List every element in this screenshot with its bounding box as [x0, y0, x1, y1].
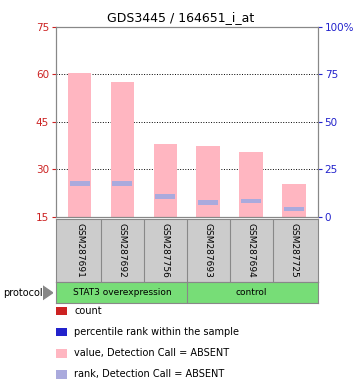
Polygon shape [43, 286, 53, 300]
Text: rank, Detection Call = ABSENT: rank, Detection Call = ABSENT [74, 369, 224, 379]
Text: STAT3 overexpression: STAT3 overexpression [73, 288, 172, 297]
Text: control: control [235, 288, 267, 297]
Text: GSM287691: GSM287691 [75, 223, 84, 278]
Bar [112, 181, 132, 186]
Text: GSM287694: GSM287694 [247, 223, 256, 278]
Bar [68, 73, 91, 217]
Text: GSM287725: GSM287725 [290, 223, 299, 278]
Bar [153, 144, 177, 217]
Bar [241, 199, 261, 204]
Text: GSM287692: GSM287692 [118, 223, 127, 278]
Text: GSM287693: GSM287693 [204, 223, 213, 278]
Bar [239, 152, 263, 217]
Text: percentile rank within the sample: percentile rank within the sample [74, 327, 239, 337]
Bar [284, 207, 304, 212]
Bar [196, 146, 220, 217]
Text: protocol: protocol [4, 288, 43, 298]
Bar [111, 82, 134, 217]
Bar [198, 200, 218, 205]
Text: value, Detection Call = ABSENT: value, Detection Call = ABSENT [74, 348, 229, 358]
Text: count: count [74, 306, 102, 316]
Text: GSM287756: GSM287756 [161, 223, 170, 278]
Bar [70, 181, 90, 186]
Bar [155, 194, 175, 199]
Text: GDS3445 / 164651_i_at: GDS3445 / 164651_i_at [107, 12, 254, 25]
Bar [282, 184, 306, 217]
